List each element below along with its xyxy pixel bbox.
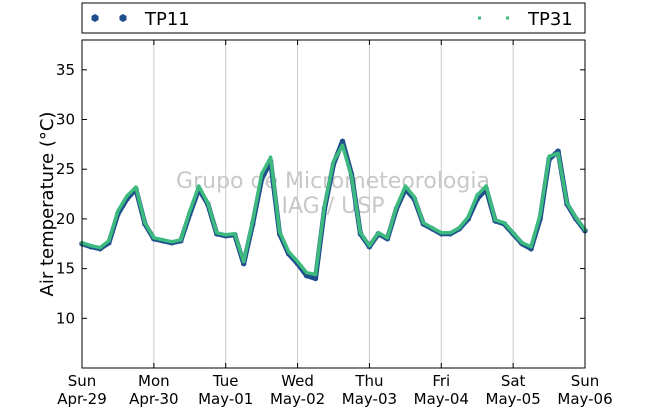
- data-point-tp31: [457, 226, 461, 230]
- data-point-tp31: [134, 185, 138, 189]
- series-layer: [79, 138, 588, 282]
- legend-marker-tp31-2: [506, 16, 509, 20]
- data-point-tp31: [278, 230, 282, 234]
- data-point-tp31: [376, 231, 380, 235]
- data-point-tp31: [484, 184, 488, 188]
- x-tick-label-date: May-03: [342, 390, 397, 408]
- data-point-tp31: [206, 201, 210, 205]
- legend-marker-tp11-2: [119, 14, 127, 22]
- y-tick-label: 10: [56, 309, 75, 327]
- legend: TP11 TP31: [81, 2, 586, 34]
- data-point-tp31: [170, 240, 174, 244]
- data-point-tp31: [367, 244, 371, 248]
- data-point-tp31: [323, 204, 327, 208]
- x-tick-label-date: Apr-30: [129, 390, 179, 408]
- series-tp31: [80, 143, 587, 277]
- data-point-tp31: [332, 159, 335, 163]
- data-point-tp31: [502, 221, 506, 225]
- data-point-tp31: [340, 143, 344, 147]
- data-point-tp31: [242, 260, 246, 264]
- x-tick-label-day: Fri: [432, 372, 450, 390]
- watermark-line-2: IAG / USP: [282, 194, 385, 219]
- data-point-tp31: [520, 241, 524, 245]
- plot-area: [82, 40, 585, 368]
- legend-marker-tp31-1: [478, 16, 481, 20]
- legend-label-tp11: TP11: [144, 9, 190, 30]
- data-point-tp31: [107, 239, 111, 243]
- data-point-tp31: [197, 184, 201, 188]
- data-point-tp31: [439, 231, 443, 235]
- data-point-tp31: [224, 233, 228, 237]
- data-point-tp31: [116, 209, 120, 213]
- data-point-tp31: [305, 271, 309, 275]
- y-tick-label: 15: [56, 260, 75, 278]
- data-point-tp31: [251, 219, 255, 223]
- data-point-tp31: [466, 215, 470, 219]
- x-tick-label-day: Sat: [501, 372, 526, 390]
- legend-marker-tp11-1: [91, 14, 99, 22]
- data-point-tp31: [394, 205, 398, 209]
- y-tick-label: 35: [56, 61, 75, 79]
- x-tick-label-day: Wed: [281, 372, 314, 390]
- x-tick-label-date: May-05: [486, 390, 541, 408]
- data-point-tp31: [538, 213, 542, 217]
- plot-frame: [81, 39, 586, 369]
- data-point-tp31: [421, 221, 425, 225]
- data-point-tp31: [188, 209, 192, 213]
- data-point-tp31: [260, 172, 264, 176]
- data-point-tp31: [98, 246, 102, 250]
- y-tick-label: 25: [56, 160, 75, 178]
- data-point-tp31: [296, 260, 300, 264]
- y-tick-label: 30: [56, 111, 75, 129]
- data-point-tp31: [574, 216, 578, 220]
- data-point-tp31: [448, 231, 452, 235]
- data-point-tp31: [287, 250, 291, 254]
- data-point-tp11: [339, 138, 346, 145]
- data-point-tp31: [430, 226, 434, 230]
- x-tick-label-day: Mon: [138, 372, 170, 390]
- x-tick-label-date: May-04: [414, 390, 469, 408]
- data-point-tp31: [412, 195, 416, 199]
- data-point-tp31: [511, 231, 515, 235]
- data-point-tp31: [314, 273, 318, 277]
- data-point-tp31: [475, 193, 479, 197]
- data-point-tp31: [179, 238, 183, 242]
- grid-lines: [153, 40, 514, 368]
- data-point-tp31: [403, 184, 407, 188]
- x-tick-label-date: Apr-29: [57, 390, 107, 408]
- data-point-tp31: [125, 194, 129, 198]
- y-axis-title: Air temperature (°C): [37, 112, 58, 297]
- legend-box: [81, 2, 586, 34]
- data-point-tp31: [152, 236, 156, 240]
- data-point-tp31: [358, 231, 362, 235]
- x-tick-label-date: May-02: [270, 390, 325, 408]
- data-point-tp31: [215, 231, 219, 235]
- legend-label-tp31: TP31: [527, 9, 573, 30]
- data-point-tp31: [269, 155, 273, 159]
- data-point-tp31: [547, 154, 551, 158]
- x-tick-label-day: Thu: [354, 372, 383, 390]
- data-point-tp31: [89, 244, 93, 248]
- x-tick-label-day: Sun: [571, 372, 600, 390]
- data-point-tp31: [385, 236, 389, 240]
- data-point-tp31: [565, 201, 569, 205]
- x-tick-label-date: May-01: [198, 390, 253, 408]
- x-tick-label-day: Sun: [68, 372, 97, 390]
- data-point-tp31: [493, 218, 497, 222]
- data-point-tp31: [556, 151, 560, 155]
- x-tick-label-date: May-06: [557, 390, 612, 408]
- data-point-tp11: [312, 275, 319, 282]
- data-point-tp31: [233, 232, 237, 236]
- ticks: SunApr-29MonApr-30TueMay-01WedMay-02ThuM…: [56, 40, 613, 408]
- y-tick-label: 20: [56, 210, 75, 228]
- data-point-tp31: [161, 238, 165, 242]
- data-point-tp31: [143, 221, 147, 225]
- data-point-tp31: [529, 245, 533, 249]
- data-point-tp31: [349, 174, 353, 178]
- x-tick-label-day: Tue: [212, 372, 239, 390]
